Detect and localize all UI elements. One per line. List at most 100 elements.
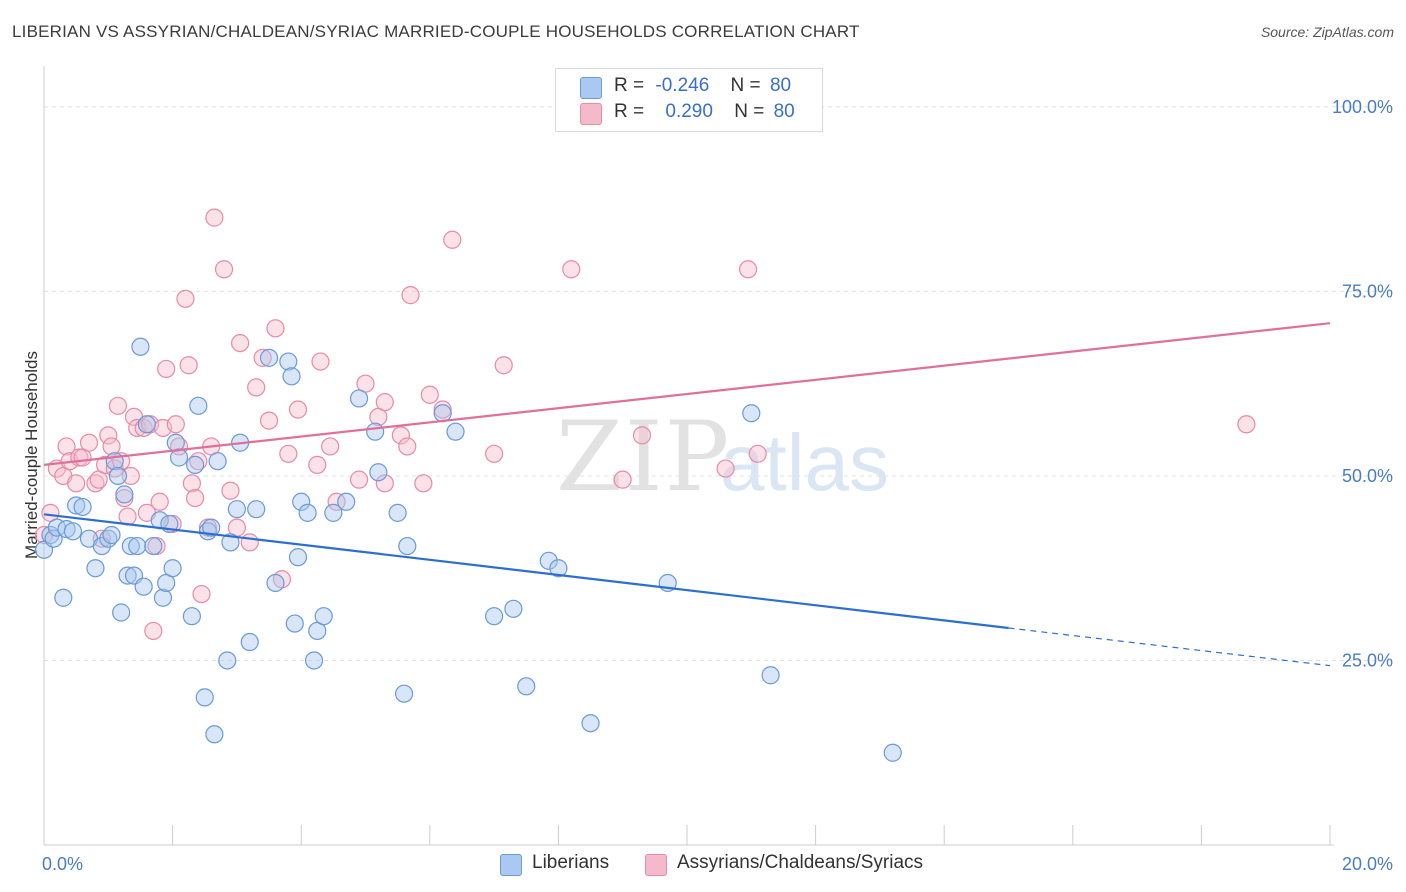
liberian-point (108, 466, 128, 486)
axes (43, 66, 1334, 846)
assyrian-point (716, 459, 735, 478)
liberian-point (581, 714, 600, 733)
liberian-point (144, 536, 163, 556)
assyrian-point (375, 393, 394, 412)
assyrian-point (92, 529, 111, 548)
liberian-point (304, 651, 324, 670)
liberian-point (282, 367, 301, 386)
y-tick-label: 100.0% (1332, 97, 1393, 117)
liberian-point (105, 452, 124, 471)
assyrian-point (748, 444, 767, 463)
watermark: ZIP atlas (556, 401, 889, 513)
assyrian-point (144, 621, 163, 641)
assyrian-point (240, 533, 259, 552)
gridlines (44, 106, 1392, 661)
liberian-point (388, 503, 407, 522)
liberian-point (504, 599, 523, 618)
liberian-point (433, 404, 452, 423)
assyrian-point (266, 319, 285, 338)
liberian-point (349, 389, 369, 408)
y-axis-label: Married-couple Households (22, 351, 41, 559)
assyrian-point (214, 260, 234, 279)
liberian-point (539, 551, 558, 570)
liberian-trend-extension (1008, 627, 1331, 667)
liberian-trend-line (43, 513, 1009, 630)
liberian-point (288, 548, 308, 567)
liberian-point (205, 725, 224, 744)
assyrian-point (79, 433, 99, 452)
legend-n-label: N = (730, 75, 761, 96)
bottom-legend-label: Assyrians/Chaldeans/Syriacs (677, 852, 924, 873)
liberian-point (446, 422, 465, 441)
assyrian-point (67, 474, 86, 493)
liberian-point (208, 452, 227, 471)
liberian-point (86, 559, 105, 578)
liberian-point (517, 677, 536, 696)
assyrian-point (613, 470, 632, 489)
liberian-point (369, 463, 388, 482)
liberian-point (112, 603, 131, 622)
assyrian-point (562, 260, 581, 279)
assyrian-point (179, 356, 198, 375)
assyrian-point (57, 437, 76, 456)
liberian-point (121, 536, 140, 556)
liberian-point (742, 404, 761, 423)
assyrian-point (308, 455, 327, 474)
liberian-point (485, 607, 504, 626)
liberian-point (131, 337, 150, 356)
x-axis-ticks: 0.0% 20.0% (42, 854, 1393, 874)
liberian-point (761, 666, 780, 685)
assyrian-point (150, 492, 169, 511)
y-axis-ticks: 25.0% 50.0% 75.0% 100.0% (1332, 97, 1393, 671)
assyrian-point (398, 437, 417, 456)
assyrian-point (375, 474, 394, 493)
assyrian-point (494, 356, 513, 375)
watermark-atlas: atlas (720, 418, 889, 507)
liberian-point (337, 492, 356, 511)
series-blue-points (34, 337, 902, 762)
assyrian-point (192, 584, 211, 604)
assyrian-point (738, 260, 758, 279)
assyrian-point (414, 474, 433, 493)
liberian-point (128, 536, 147, 556)
assyrian-point (121, 466, 140, 486)
x-tick-label: 20.0% (1342, 854, 1393, 874)
assyrian-point (443, 230, 462, 249)
legend-r-value: 0.290 (665, 101, 713, 122)
bottom-legend-swatch-blue (500, 854, 522, 876)
liberian-point (259, 348, 279, 367)
liberian-point (195, 688, 214, 707)
liberian-point (324, 503, 343, 522)
liberian-point (134, 577, 153, 596)
trend-lines (43, 322, 1331, 667)
liberian-point (221, 533, 240, 552)
liberian-point (883, 743, 902, 762)
assyrian-point (288, 400, 308, 419)
liberian-point (298, 503, 317, 522)
liberian-point (366, 422, 385, 441)
legend-swatch-blue (580, 77, 602, 99)
bottom-legend-swatch-pink (645, 854, 667, 876)
assyrian-point (182, 474, 201, 493)
assyrian-point (259, 411, 279, 430)
assyrian-point (157, 359, 176, 379)
assyrian-point (321, 437, 340, 456)
assyrian-point (485, 444, 504, 463)
assyrian-point (205, 208, 224, 227)
liberian-point (118, 566, 137, 585)
liberian-point (63, 522, 83, 541)
assyrian-point (401, 286, 420, 305)
assyrian-point (1237, 415, 1256, 434)
x-tick-label: 0.0% (42, 854, 83, 874)
assyrian-point (186, 488, 205, 508)
liberian-point (292, 492, 311, 511)
liberian-point (44, 529, 63, 548)
assyrian-point (420, 385, 439, 404)
assyrian-point (108, 396, 128, 415)
liberian-point (398, 536, 417, 556)
liberian-point (67, 496, 86, 515)
assyrian-point (311, 352, 330, 371)
assyrian-point (176, 289, 195, 308)
liberian-point (54, 588, 73, 607)
assyrian-trend-line (43, 322, 1331, 466)
